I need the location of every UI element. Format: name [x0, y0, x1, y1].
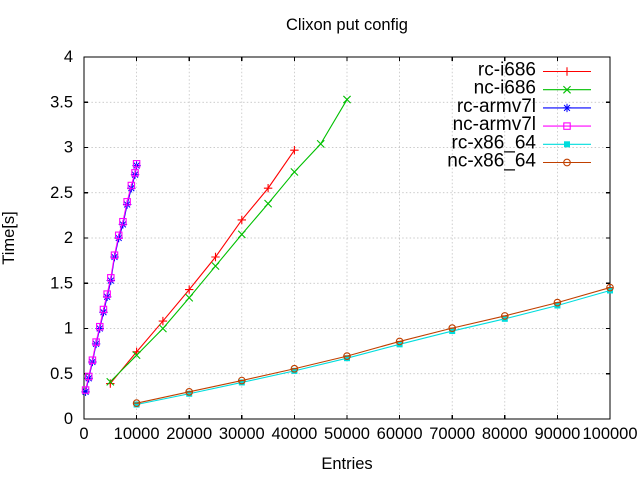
svg-text:0: 0	[64, 410, 73, 428]
svg-text:20000: 20000	[166, 425, 212, 443]
svg-text:3.5: 3.5	[50, 93, 73, 111]
svg-text:Entries: Entries	[321, 455, 372, 473]
svg-text:30000: 30000	[219, 425, 265, 443]
svg-text:Time[s]: Time[s]	[0, 211, 18, 264]
svg-text:10000: 10000	[114, 425, 160, 443]
svg-text:3: 3	[64, 139, 73, 157]
svg-text:90000: 90000	[534, 425, 580, 443]
svg-text:nc-x86_64: nc-x86_64	[447, 151, 536, 172]
svg-text:60000: 60000	[377, 425, 423, 443]
svg-text:1: 1	[64, 320, 73, 338]
svg-text:80000: 80000	[482, 425, 528, 443]
svg-text:0: 0	[79, 425, 88, 443]
svg-text:Clixon put config: Clixon put config	[286, 16, 408, 34]
svg-text:40000: 40000	[271, 425, 317, 443]
svg-text:100000: 100000	[582, 425, 637, 443]
svg-text:2: 2	[64, 229, 73, 247]
svg-text:2.5: 2.5	[50, 184, 73, 202]
svg-text:0.5: 0.5	[50, 365, 73, 383]
svg-text:1.5: 1.5	[50, 274, 73, 292]
svg-text:70000: 70000	[429, 425, 475, 443]
svg-text:4: 4	[64, 48, 73, 66]
svg-text:50000: 50000	[324, 425, 370, 443]
